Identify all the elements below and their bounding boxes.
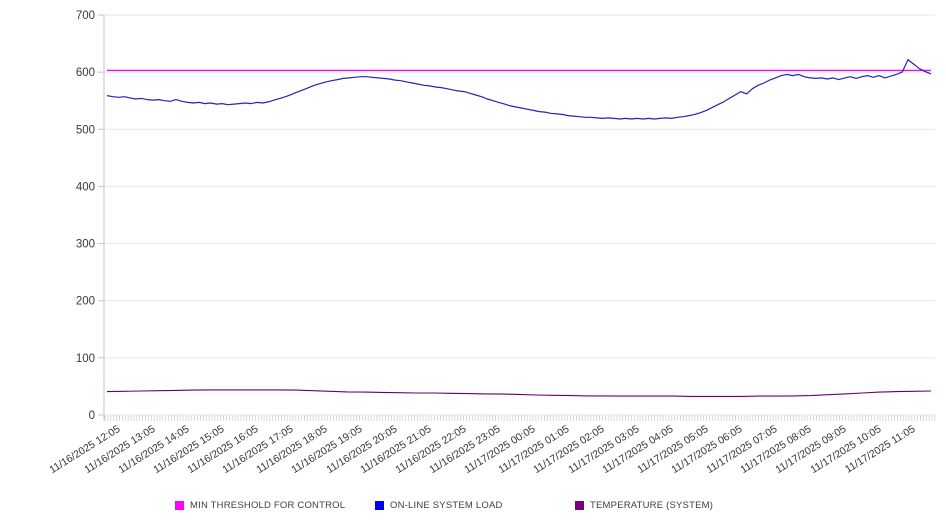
line-chart: 0 100 200 300 400 500 600 700 (76, 10, 936, 422)
legend-swatch-on-line-system-load (375, 500, 384, 510)
data-series (106, 58, 932, 397)
y-axis-label: 100 (76, 353, 95, 365)
legend-item-on-line-system-load: ON-LINE SYSTEM LOAD (375, 497, 503, 513)
series-line-temperature-system (106, 389, 932, 397)
chart-legend: MIN THRESHOLD FOR CONTROL ON-LINE SYSTEM … (0, 497, 946, 517)
y-axis-label: 300 (76, 239, 95, 251)
y-axis-label: 400 (76, 181, 95, 193)
legend-label: MIN THRESHOLD FOR CONTROL (190, 499, 346, 511)
legend-label: TEMPERATURE (SYSTEM) (590, 499, 714, 511)
gridlines (104, 14, 935, 416)
legend-item-temperature-system: TEMPERATURE (SYSTEM) (575, 497, 713, 513)
legend-swatch-min-threshold-for-control (175, 500, 184, 510)
y-axis-label: 500 (76, 124, 95, 136)
y-axis-label: 200 (76, 296, 95, 308)
legend-label: ON-LINE SYSTEM LOAD (390, 499, 503, 511)
y-axis-label: 700 (76, 10, 95, 22)
series-line-on-line-system-load (106, 58, 932, 120)
axes (98, 14, 936, 421)
legend-swatch-temperature-system (575, 500, 584, 510)
y-axis-labels: 0 100 200 300 400 500 600 700 (76, 10, 95, 422)
y-axis-label: 600 (76, 67, 95, 79)
y-axis-label: 0 (89, 410, 95, 422)
legend-item-min-threshold-for-control: MIN THRESHOLD FOR CONTROL (175, 497, 345, 513)
